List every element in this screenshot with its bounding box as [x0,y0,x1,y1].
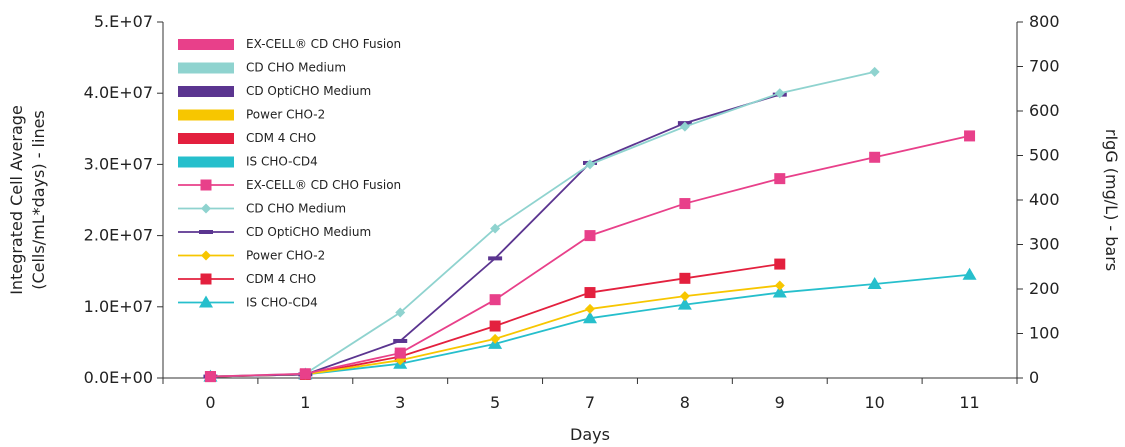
legend-marker [199,230,213,234]
series-line [210,70,875,378]
legend-label: CDM 4 CHO [246,272,316,286]
legend-marker [199,295,213,308]
data-point [774,88,785,99]
x-tick-label: 7 [585,393,595,412]
right-tick-label: 600 [1029,101,1060,120]
data-point [394,347,406,359]
legend-swatch [178,109,234,121]
data-point [964,130,976,142]
data-point [774,280,785,291]
data-point [869,151,881,163]
left-tick-label: 2.0E+07 [84,226,153,245]
legend-label: IS CHO-CD4 [246,296,318,310]
data-point [585,159,595,170]
x-tick-label: 8 [680,393,690,412]
data-point [679,121,690,132]
left-tick-label: 4.0E+07 [84,83,153,102]
data-point [962,267,977,280]
right-tick-label: 700 [1029,57,1060,76]
legend-marker [200,179,212,191]
data-point [584,230,596,242]
x-tick-label: 10 [864,393,884,412]
legend-marker [201,250,211,261]
legend-label: IS CHO-CD4 [246,155,318,169]
legend-label: CD CHO Medium [246,202,346,216]
legend-label: CD OptiCHO Medium [246,84,371,98]
legend-swatch [178,133,234,144]
x-tick-label: 0 [205,393,215,412]
data-point [677,297,692,310]
x-tick-label: 9 [775,393,785,412]
data-point [774,173,786,185]
legend-label: EX-CELL® CD CHO Fusion [246,178,401,192]
legend-swatch [178,62,234,74]
data-point [585,303,595,314]
x-tick-label: 3 [395,393,405,412]
legend-label: Power CHO-2 [246,108,325,122]
legend: EX-CELL® CD CHO Fusion CD CHO Medium CD Op… [178,37,401,310]
data-point [679,198,691,210]
data-point [774,258,786,270]
left-tick-label: 5.E+07 [94,12,153,31]
legend-swatch [178,86,234,97]
right-tick-label: 100 [1029,324,1060,343]
data-point [772,285,787,298]
x-tick-label: 5 [490,393,500,412]
x-tick-label: 11 [959,393,979,412]
right-tick-label: 200 [1029,279,1060,298]
legend-label: CD CHO Medium [246,61,346,75]
data-point [489,294,501,306]
legend-label: CDM 4 CHO [246,131,316,145]
right-tick-label: 400 [1029,190,1060,209]
x-tick-label: 1 [300,393,310,412]
right-tick-label: 0 [1029,368,1039,387]
right-tick-label: 800 [1029,12,1060,31]
data-point [490,223,501,234]
data-point [490,333,501,344]
right-y-axis-label: rIgG (mg/L) - bars [1102,129,1121,271]
series-ex-cell-cd-cho-fusion [204,130,976,383]
right-y-ticks: 0 100 200 300 400 500 600 700 800 [1017,12,1060,387]
legend-swatch [178,39,234,50]
data-point [679,291,690,302]
right-tick-label: 300 [1029,235,1060,254]
data-point [395,307,406,318]
left-y-ticks: 0.0E+00 1.0E+07 2.0E+07 3.0E+07 4.0E+07 5.E+0… [84,12,163,387]
left-tick-label: 3.0E+07 [84,154,153,173]
data-point [299,368,311,380]
data-point [393,338,408,343]
data-point [679,272,691,284]
data-point [867,277,882,290]
legend-marker [201,203,211,214]
left-y-axis-label-line1: Integrated Cell Average [7,105,26,295]
x-ticks: 0 1 3 5 7 8 9 10 11 [162,378,1018,412]
series-lines [203,66,977,383]
legend-swatch [178,156,234,168]
data-point [584,287,596,299]
legend-label: EX-CELL® CD CHO Fusion [246,37,401,51]
left-tick-label: 1.0E+07 [84,297,153,316]
legend-marker [200,273,212,285]
left-y-axis-label-line2: (Cells/mL*days) - lines [29,110,48,290]
data-point [489,320,501,332]
data-point [583,311,597,324]
right-tick-label: 500 [1029,146,1060,165]
x-axis-label: Days [570,425,610,444]
data-point [204,371,216,383]
data-point [488,256,503,261]
legend-label: CD OptiCHO Medium [246,225,371,239]
legend-label: Power CHO-2 [246,249,325,263]
data-point [869,66,880,77]
left-tick-label: 0.0E+00 [84,368,153,387]
